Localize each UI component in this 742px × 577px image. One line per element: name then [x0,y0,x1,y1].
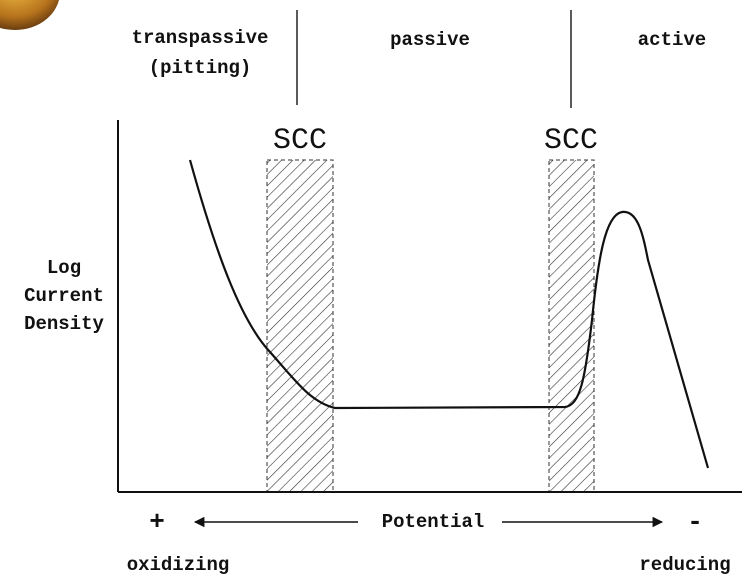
scc-label: SCC [273,124,327,158]
reducing-label: reducing [639,554,730,576]
y-axis-label: Density [24,313,104,335]
scc-zone [549,160,594,492]
region-label: active [638,29,706,51]
diagram: transpassive (pitting) passive active SC… [0,0,742,577]
negative-sign: - [687,507,703,537]
decoration [0,0,60,30]
x-axis-label: Potential [382,511,485,533]
y-axis-label: Current [24,285,104,307]
oxidizing-label: oxidizing [127,554,230,576]
scc-label: SCC [544,124,598,158]
y-axis-label: Log [47,257,81,279]
scc-zone [267,160,333,492]
positive-sign: + [149,507,165,537]
region-sublabel: (pitting) [149,57,252,79]
region-label: passive [390,29,470,51]
region-label: transpassive [132,27,269,49]
